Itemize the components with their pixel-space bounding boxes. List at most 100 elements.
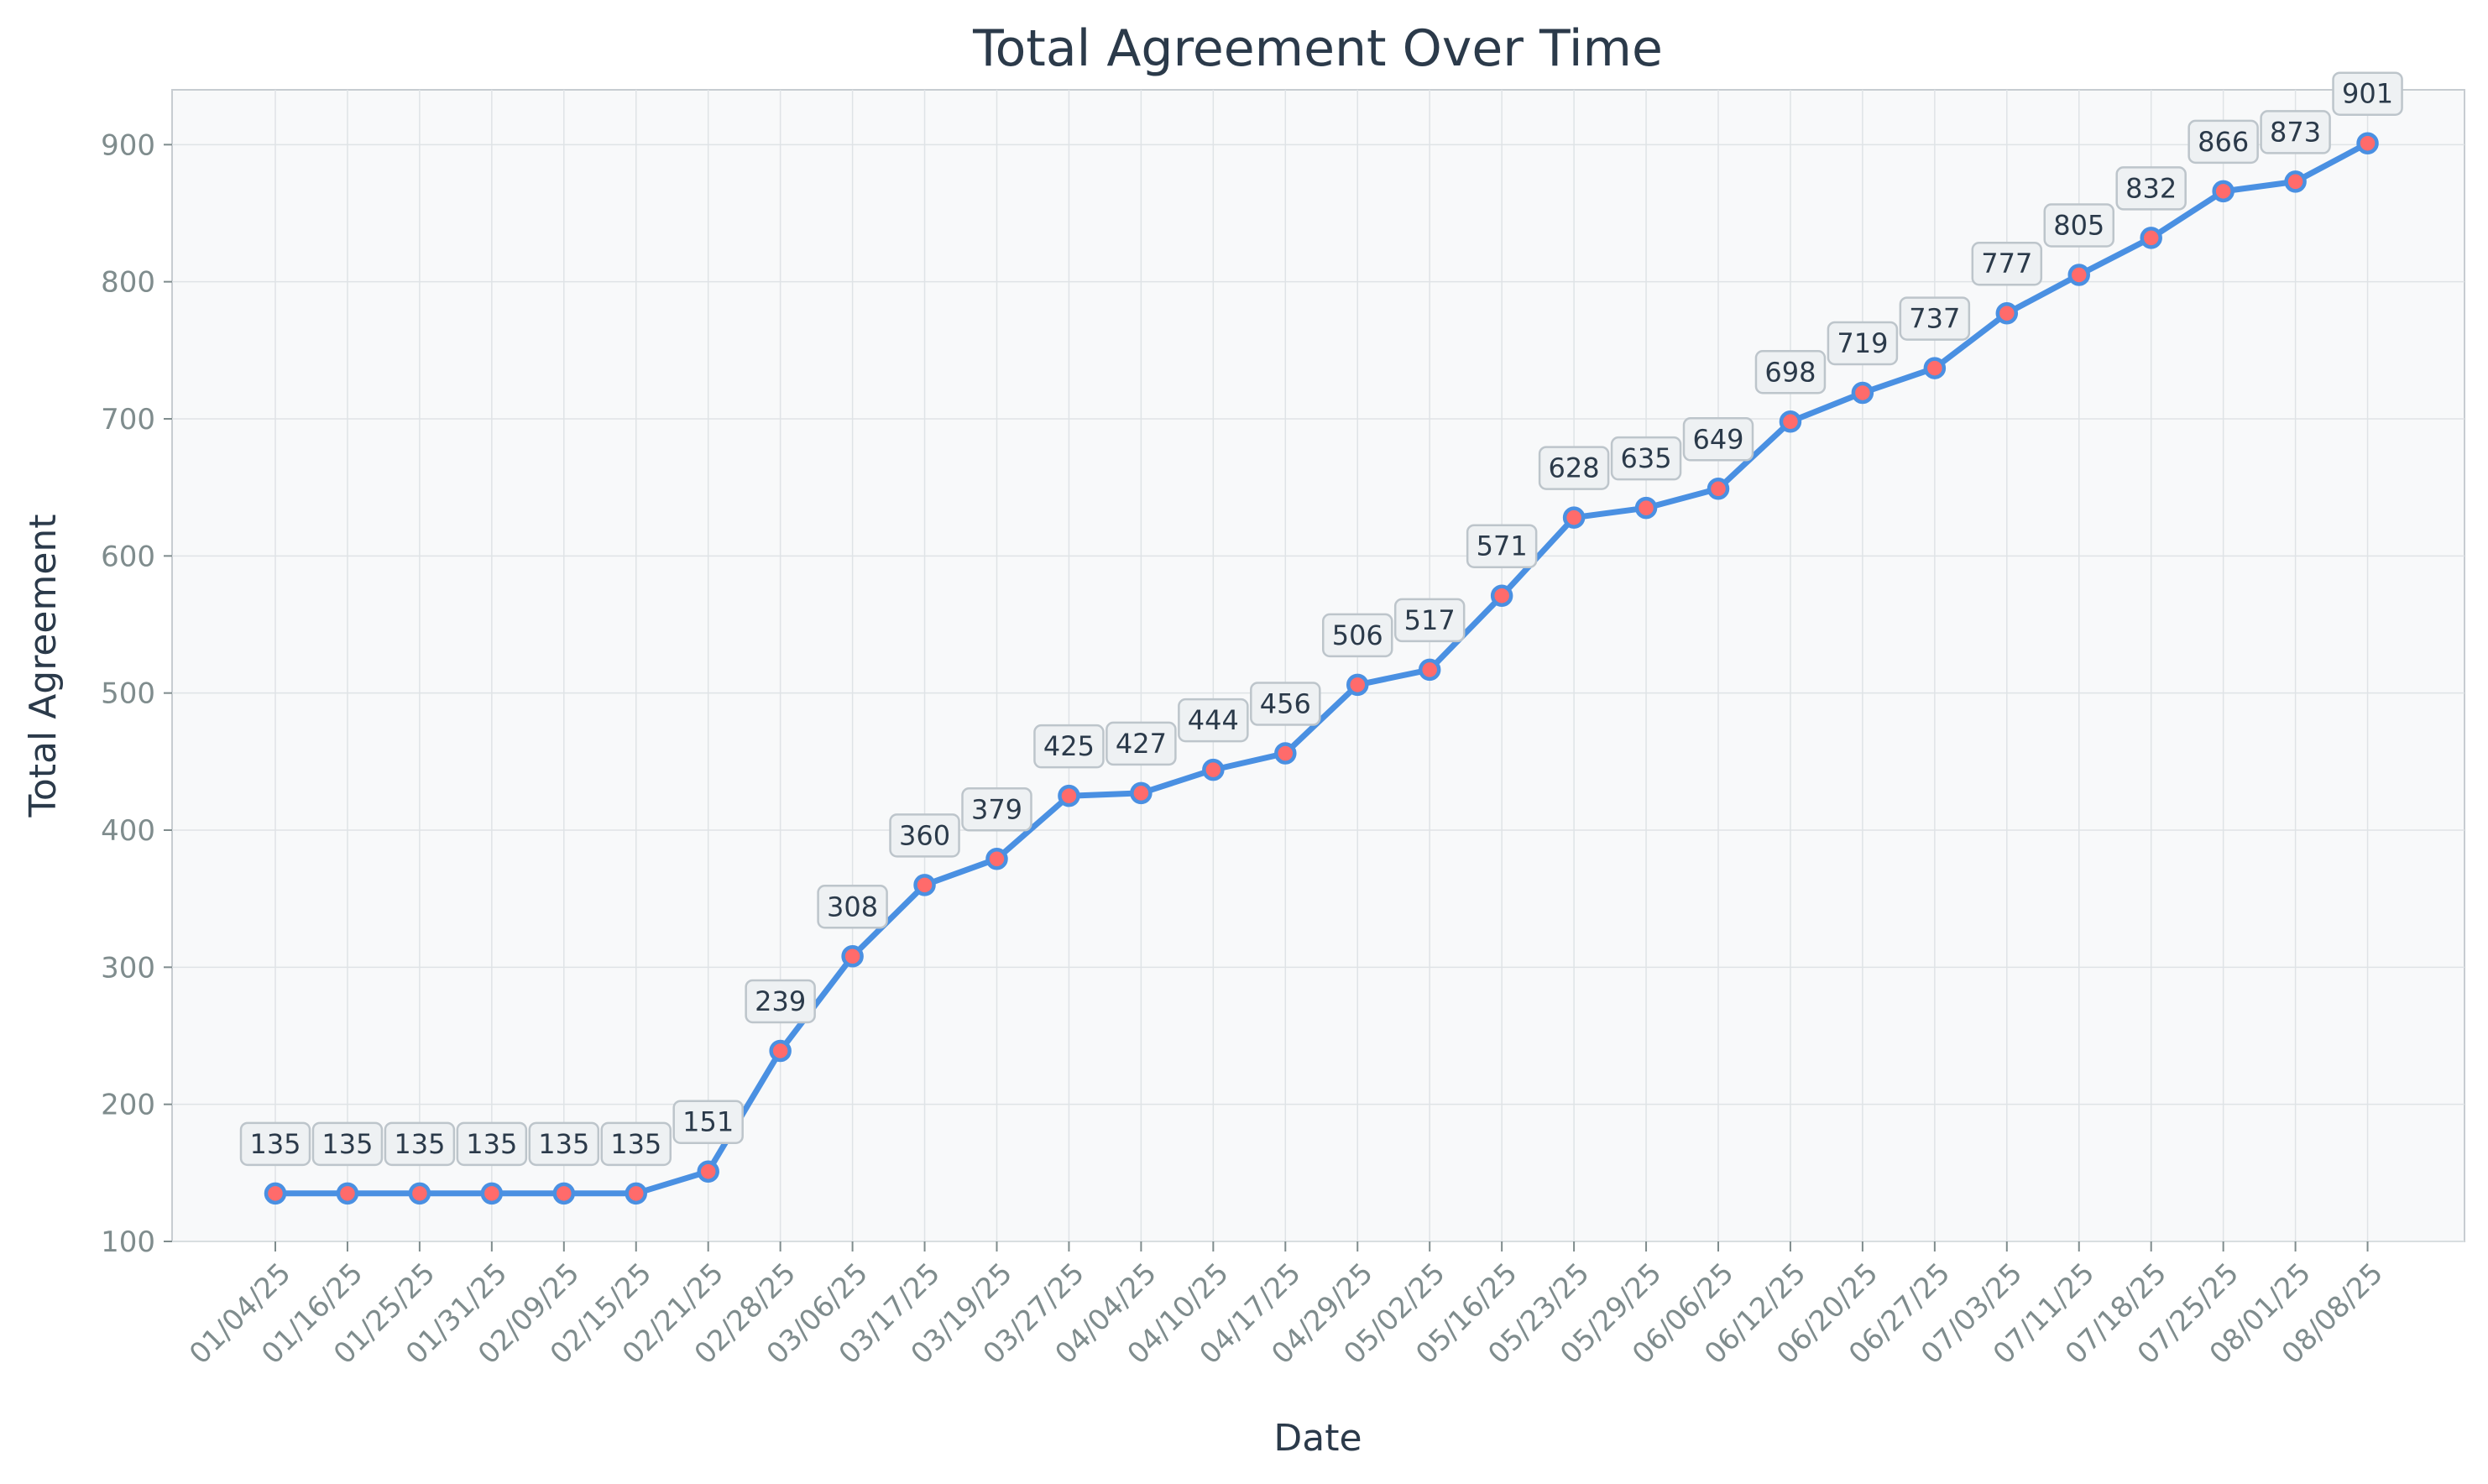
data-label-text: 628 bbox=[1549, 452, 1600, 484]
data-point bbox=[1995, 301, 2019, 325]
y-axis: 100 200 300 400 500 600 700 800 900 bbox=[101, 128, 172, 1259]
y-axis-label: Total Agreement bbox=[22, 514, 65, 818]
data-label-text: 444 bbox=[1188, 704, 1239, 736]
data-label-text: 873 bbox=[2270, 116, 2321, 148]
data-label: 239 bbox=[745, 979, 816, 1024]
data-point bbox=[697, 1160, 719, 1183]
data-label: 873 bbox=[2260, 110, 2331, 154]
data-label-text: 517 bbox=[1404, 604, 1456, 636]
data-label-text: 456 bbox=[1260, 688, 1311, 720]
data-label: 135 bbox=[311, 1121, 384, 1167]
y-tick-label: 300 bbox=[101, 951, 155, 985]
data-label-box bbox=[2043, 203, 2114, 248]
data-point bbox=[2212, 180, 2234, 203]
data-point bbox=[2140, 227, 2162, 249]
data-label-text: 239 bbox=[755, 985, 806, 1017]
data-label: 777 bbox=[1971, 241, 2043, 286]
data-label: 737 bbox=[1899, 296, 1971, 341]
data-label-box bbox=[1682, 417, 1754, 462]
data-label-box bbox=[1899, 296, 1971, 341]
data-label-text: 135 bbox=[610, 1128, 661, 1160]
data-label-text: 571 bbox=[1477, 530, 1528, 562]
data-label-box bbox=[2260, 110, 2331, 154]
data-label-text: 719 bbox=[1837, 327, 1888, 359]
series-line bbox=[275, 140, 2370, 1197]
data-label-text: 308 bbox=[827, 891, 878, 922]
data-label: 506 bbox=[1322, 613, 1393, 658]
data-point bbox=[2067, 264, 2090, 286]
data-point bbox=[769, 1039, 792, 1063]
data-label: 456 bbox=[1250, 682, 1321, 726]
data-point bbox=[1058, 784, 1080, 807]
data-label-box bbox=[745, 979, 816, 1024]
data-label-text: 135 bbox=[394, 1128, 445, 1160]
x-axis-label: Date bbox=[1273, 1417, 1362, 1460]
data-point bbox=[1562, 506, 1586, 529]
data-label-box bbox=[1322, 613, 1393, 658]
data-point bbox=[1634, 496, 1658, 520]
data-point bbox=[1418, 658, 1441, 682]
data-label-text: 901 bbox=[2342, 78, 2393, 110]
data-label-text: 151 bbox=[682, 1106, 734, 1138]
data-label: 151 bbox=[672, 1100, 744, 1144]
data-label: 517 bbox=[1393, 598, 1466, 643]
plot-area bbox=[171, 89, 2465, 1242]
data-label-text: 649 bbox=[1692, 423, 1743, 455]
data-label: 649 bbox=[1682, 417, 1754, 462]
data-labels: 135 135 135 135 135 135 151 239 308 360 379 425 427 4… bbox=[239, 71, 2403, 1167]
data-label-box bbox=[889, 813, 960, 858]
data-point bbox=[1274, 742, 1297, 765]
y-tick-label: 700 bbox=[101, 403, 155, 436]
data-label-text: 135 bbox=[466, 1128, 517, 1160]
data-label-text: 805 bbox=[2053, 210, 2104, 242]
data-label: 866 bbox=[2187, 119, 2259, 165]
data-point bbox=[408, 1182, 431, 1205]
data-label-text: 635 bbox=[1621, 442, 1672, 474]
data-label-box bbox=[311, 1121, 384, 1167]
data-label-box bbox=[1754, 350, 1827, 395]
y-tick-label: 600 bbox=[101, 540, 155, 573]
data-label: 135 bbox=[456, 1121, 528, 1167]
y-tick-label: 100 bbox=[101, 1225, 155, 1259]
data-label-text: 832 bbox=[2125, 172, 2177, 204]
x-axis: 01/04/2501/16/2501/25/2501/31/2502/09/25… bbox=[183, 1241, 2390, 1371]
grid-lines bbox=[172, 90, 2464, 1242]
data-point bbox=[1130, 781, 1153, 805]
data-label-box bbox=[961, 787, 1032, 832]
data-point bbox=[552, 1182, 576, 1205]
data-label-box bbox=[1178, 698, 1249, 743]
data-label-box bbox=[817, 885, 888, 929]
y-tick-label: 400 bbox=[101, 814, 155, 848]
data-label-text: 425 bbox=[1043, 730, 1095, 762]
data-point bbox=[1707, 478, 1730, 500]
y-tick-label: 500 bbox=[101, 677, 155, 711]
data-label: 135 bbox=[600, 1121, 672, 1167]
data-label-box bbox=[1393, 598, 1466, 643]
data-label-text: 777 bbox=[1981, 248, 2032, 280]
data-label-text: 698 bbox=[1764, 356, 1816, 388]
data-label-box bbox=[1466, 524, 1538, 568]
data-label-box bbox=[1610, 436, 1682, 481]
data-label-text: 506 bbox=[1332, 619, 1383, 651]
data-point bbox=[1346, 673, 1369, 697]
data-point bbox=[841, 945, 864, 968]
data-label-box bbox=[1250, 682, 1321, 726]
data-label: 571 bbox=[1466, 524, 1538, 568]
data-label-text: 737 bbox=[1909, 303, 1960, 335]
data-label: 135 bbox=[528, 1121, 600, 1167]
data-label-text: 135 bbox=[538, 1128, 589, 1160]
data-label: 805 bbox=[2043, 203, 2114, 248]
data-label-box bbox=[2332, 71, 2403, 116]
data-label-box bbox=[1827, 321, 1899, 366]
data-point bbox=[1202, 758, 1225, 781]
data-point bbox=[985, 848, 1008, 870]
y-tick-label: 800 bbox=[101, 266, 155, 300]
y-tick-label: 900 bbox=[101, 128, 155, 162]
data-label-box bbox=[1971, 241, 2043, 286]
data-label: 901 bbox=[2332, 71, 2403, 116]
y-tick-label: 200 bbox=[101, 1089, 155, 1122]
data-label: 635 bbox=[1610, 436, 1682, 481]
data-label: 135 bbox=[239, 1121, 311, 1167]
data-label: 427 bbox=[1105, 721, 1177, 766]
